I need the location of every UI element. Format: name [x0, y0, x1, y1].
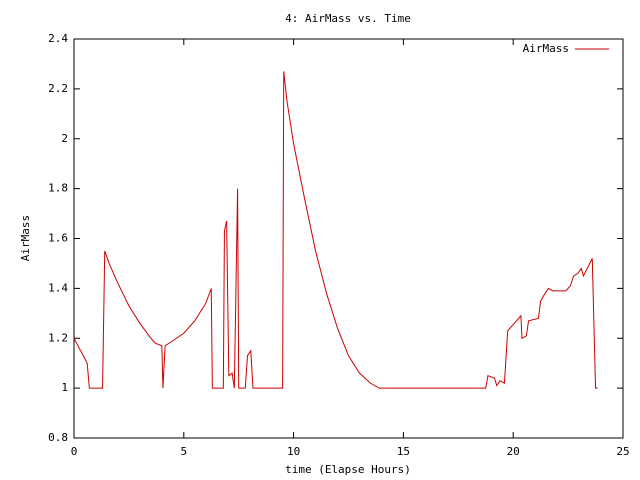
- y-tick-label: 2.4: [48, 32, 68, 45]
- y-tick-label: 2.2: [48, 82, 68, 95]
- y-tick-label: 1.2: [48, 331, 68, 344]
- x-axis-label: time (Elapse Hours): [285, 463, 411, 476]
- y-tick-label: 1.4: [48, 281, 68, 294]
- y-tick-label: 1.8: [48, 182, 68, 195]
- y-tick-label: 1: [61, 381, 68, 394]
- y-tick-label: 1.6: [48, 232, 68, 245]
- y-tick-label: 0.8: [48, 431, 68, 444]
- legend-label: AirMass: [523, 42, 569, 55]
- y-axis-label: AirMass: [19, 215, 32, 261]
- data-line: [73, 71, 598, 389]
- chart-title: 4: AirMass vs. Time: [285, 12, 411, 25]
- x-tick-label: 10: [287, 445, 300, 458]
- x-tick-label: 0: [71, 445, 78, 458]
- x-tick-label: 5: [180, 445, 187, 458]
- x-tick-label: 25: [616, 445, 629, 458]
- x-tick-label: 15: [397, 445, 410, 458]
- y-tick-label: 2: [61, 132, 68, 145]
- x-tick-label: 20: [507, 445, 520, 458]
